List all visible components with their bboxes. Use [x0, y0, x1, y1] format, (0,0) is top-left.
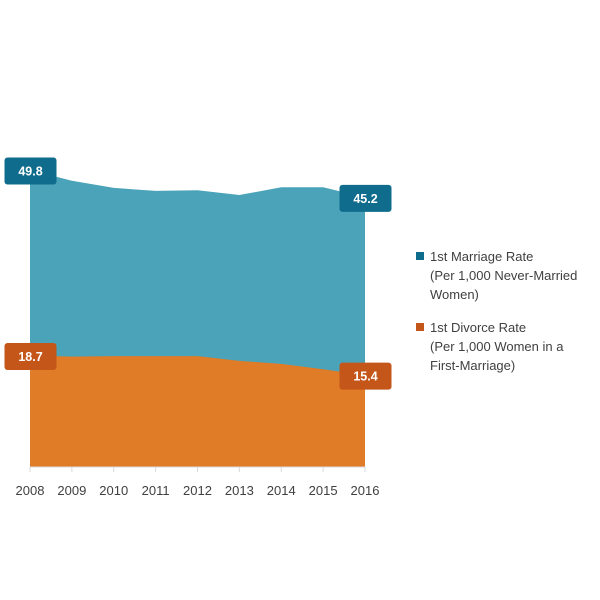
data-label-callout: 45.2: [339, 184, 392, 212]
x-tick-label: 2012: [183, 483, 212, 498]
legend-label-divorce: 1st Divorce Rate (Per 1,000 Women in a F…: [430, 320, 564, 373]
x-tick-label: 2013: [225, 483, 254, 498]
chart-areas: [30, 170, 365, 467]
area-divorce: [30, 355, 365, 467]
callout-box: [339, 184, 392, 212]
callout-box: [4, 342, 57, 370]
data-label-callout: 18.7: [4, 342, 57, 370]
data-label-callout: 15.4: [339, 362, 392, 390]
data-label: 15.4: [353, 370, 377, 384]
chart-callouts: 49.8 45.2 18.7 15.4: [4, 157, 392, 390]
callout-box: [4, 157, 57, 185]
callout-box: [339, 362, 392, 390]
data-label: 45.2: [353, 192, 377, 206]
legend-label-marriage: 1st Marriage Rate (Per 1,000 Never-Marri…: [430, 249, 578, 302]
data-label-callout: 49.8: [4, 157, 57, 185]
x-tick-label: 2014: [267, 483, 296, 498]
data-label: 18.7: [18, 350, 42, 364]
x-tick-label: 2016: [351, 483, 380, 498]
legend-swatch-marriage: [416, 252, 424, 260]
x-tick-label: 2008: [16, 483, 45, 498]
x-tick-label: 2009: [57, 483, 86, 498]
x-tick-label: 2010: [99, 483, 128, 498]
legend-swatch-divorce: [416, 323, 424, 331]
x-tick-label: 2015: [309, 483, 338, 498]
data-label: 49.8: [18, 165, 42, 179]
x-axis: 2008 2009 2010 2011 2012 2013 2014 2015 2016: [16, 466, 380, 498]
x-tick-label: 2011: [142, 483, 170, 498]
